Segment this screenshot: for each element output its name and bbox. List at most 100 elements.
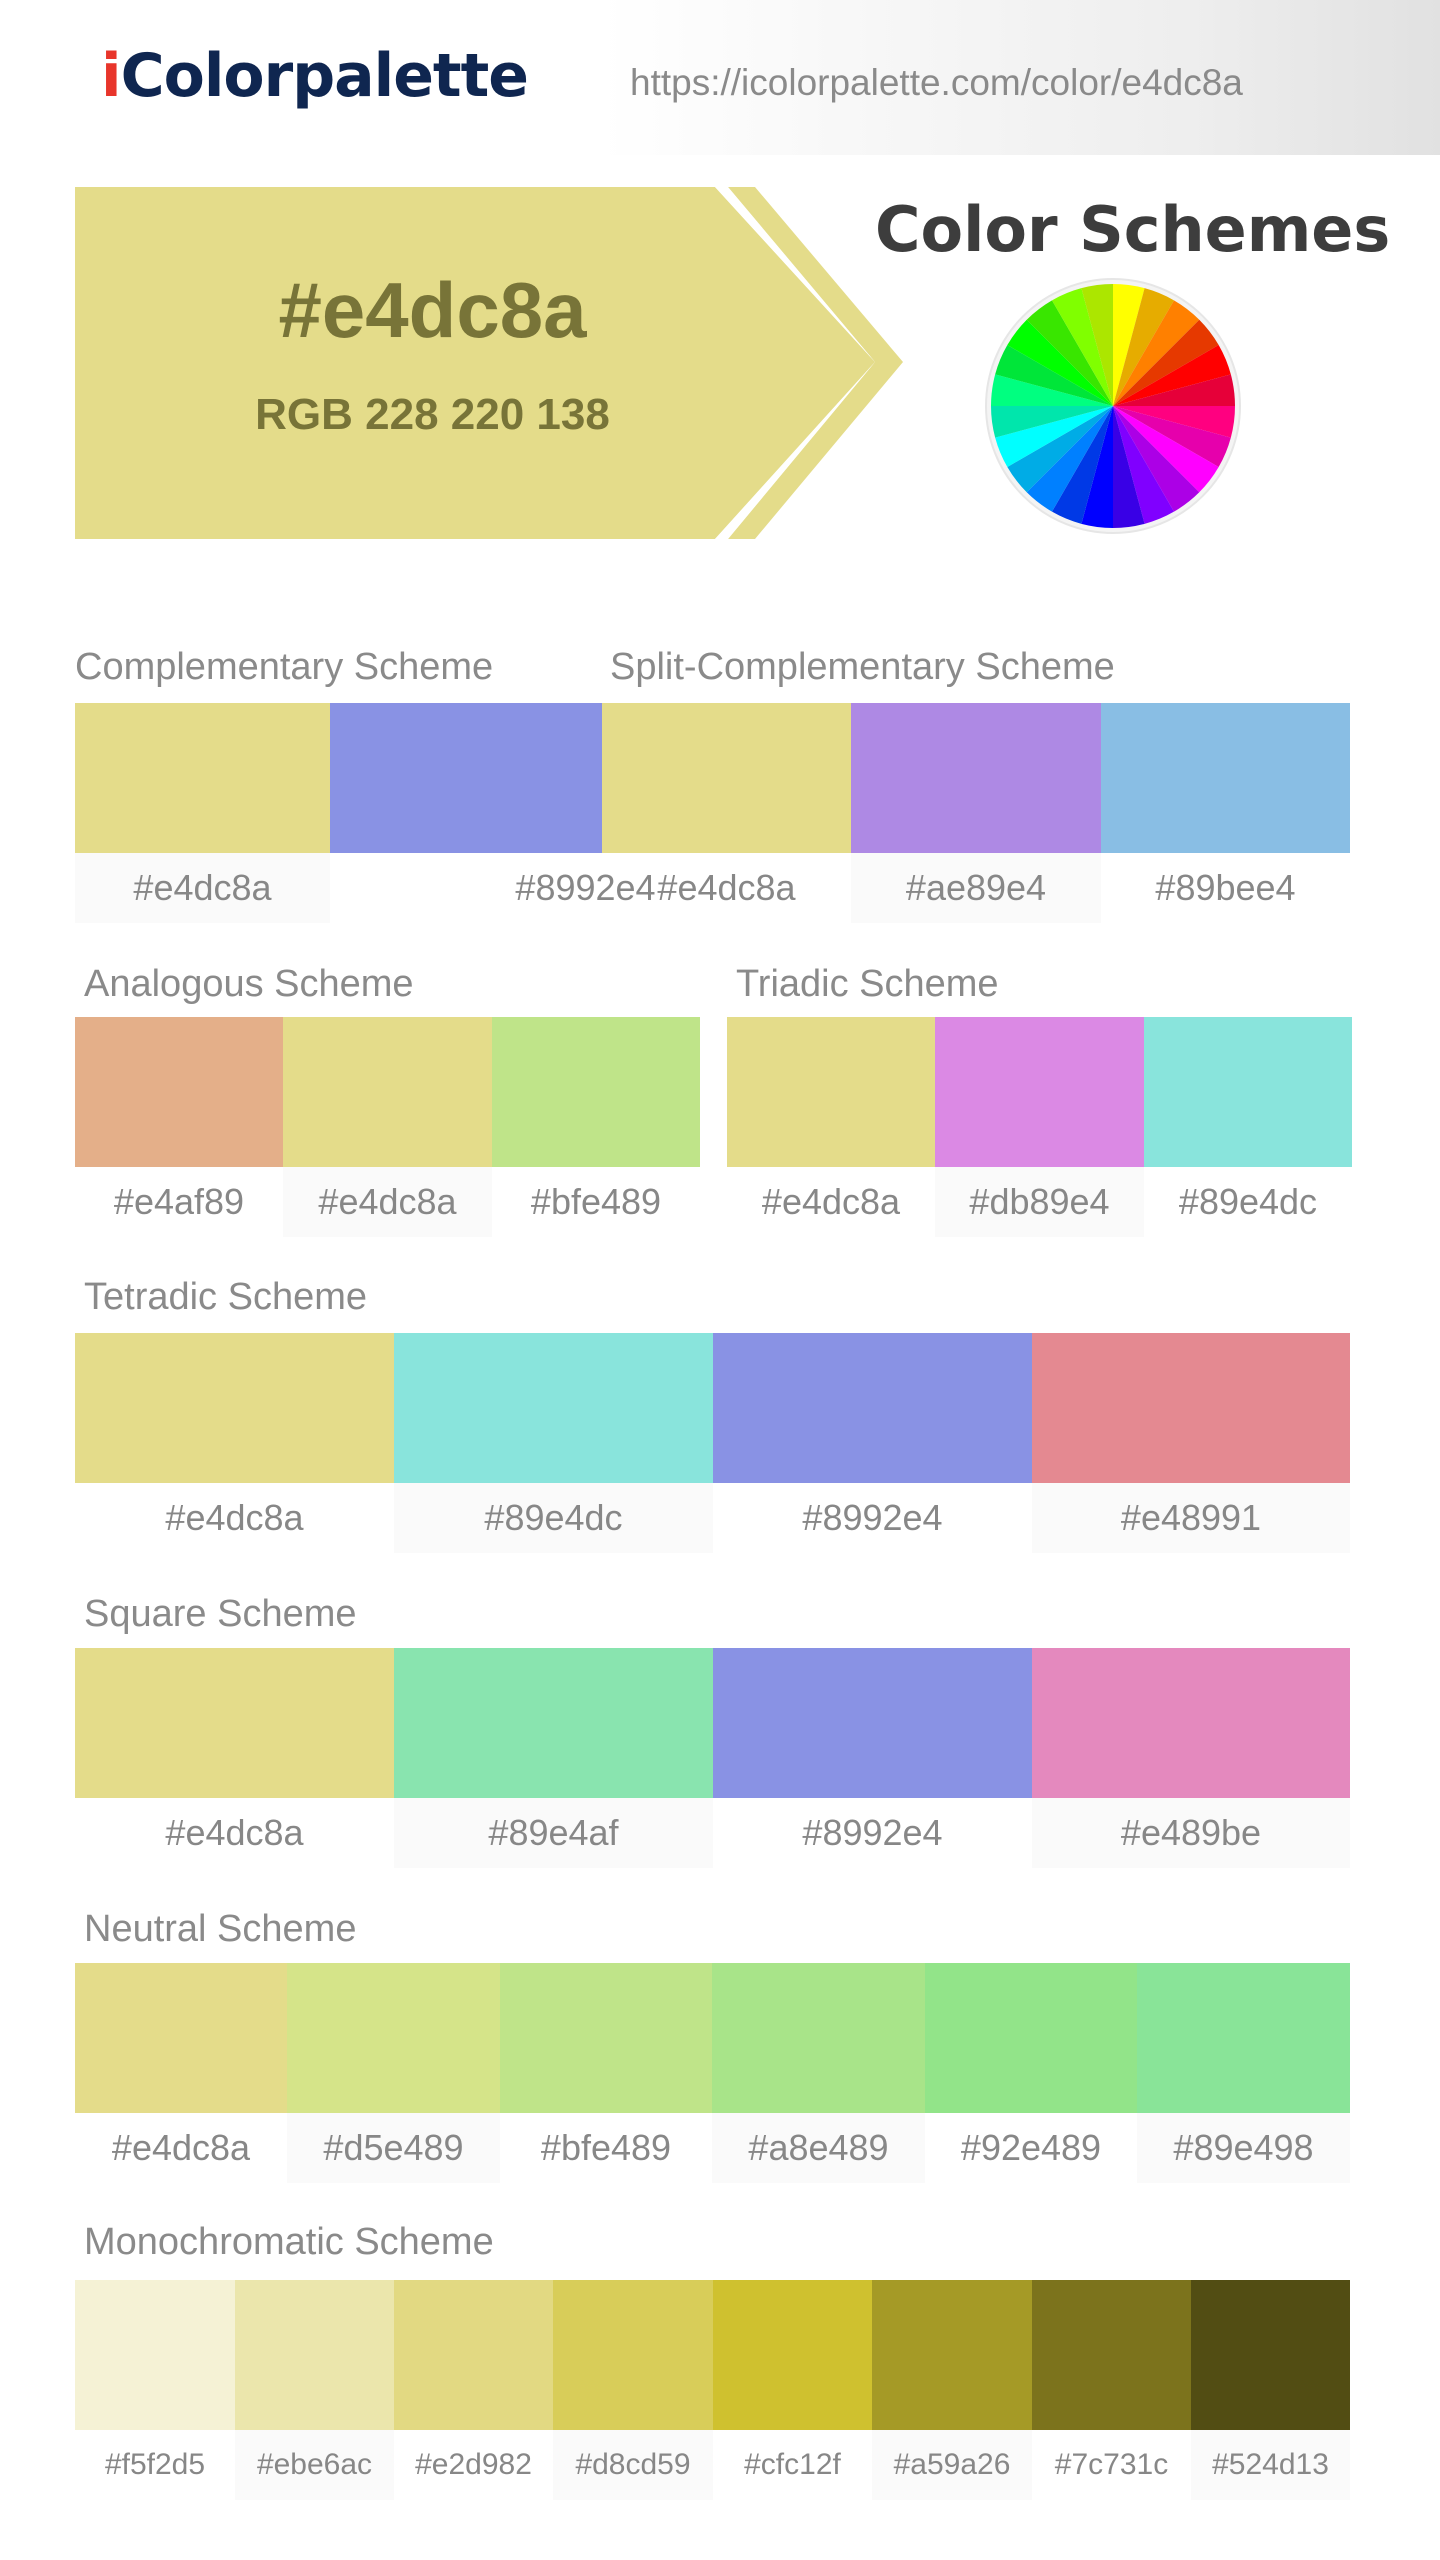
hero-color-banner: [75, 187, 903, 539]
swatch-hex-label: #e48991: [1032, 1483, 1350, 1553]
color-swatch[interactable]: #89bee4: [1101, 703, 1350, 923]
swatch-hex-label: #e2d982: [415, 2448, 532, 2481]
swatch-hex-label: #89bee4: [1155, 867, 1296, 908]
color-swatch[interactable]: #e48991: [1032, 1333, 1350, 1553]
swatch-hex-label: #e4dc8a: [165, 1497, 304, 1538]
swatch-color-block[interactable]: [713, 1333, 1032, 1483]
color-swatch[interactable]: #e489be: [1032, 1648, 1350, 1868]
swatch-hex-label: #8992e4: [802, 1812, 943, 1853]
swatch-hex-label: #89e4dc: [1178, 1181, 1318, 1222]
swatch-hex-label: #e4af89: [113, 1181, 245, 1222]
color-swatch[interactable]: #e2d982: [394, 2280, 553, 2500]
color-swatch[interactable]: #d5e489: [287, 1963, 500, 2183]
color-swatch[interactable]: #89e4dc: [1144, 1017, 1352, 1237]
swatch-color-block[interactable]: [935, 1017, 1144, 1167]
color-swatch[interactable]: #db89e4: [935, 1017, 1144, 1237]
swatch-hex-label: #e4dc8a: [657, 867, 796, 908]
swatch-color-block[interactable]: [1191, 2280, 1350, 2430]
color-swatch[interactable]: #e4dc8a: [75, 1963, 287, 2183]
color-swatch[interactable]: #89e498: [1137, 1963, 1350, 2183]
swatch-color-block[interactable]: [712, 1963, 925, 2113]
swatch-color-block[interactable]: [235, 2280, 394, 2430]
swatch-hex-label: #d8cd59: [553, 2430, 713, 2500]
color-swatch[interactable]: #8992e4: [713, 1333, 1032, 1553]
swatch-hex-label: #89e498: [1137, 2113, 1350, 2183]
swatch-hex-label: #bfe489: [540, 2127, 672, 2168]
swatch-color-block[interactable]: [851, 703, 1101, 853]
swatch-color-block[interactable]: [713, 2280, 872, 2430]
swatch-hex-label: #e4dc8a: [761, 1181, 901, 1222]
swatch-color-block[interactable]: [1144, 1017, 1352, 1167]
swatch-color-block[interactable]: [553, 2280, 713, 2430]
swatch-color-block[interactable]: [75, 1648, 394, 1798]
swatch-hex-label: #e4dc8a: [111, 2127, 251, 2168]
swatch-color-block[interactable]: [1032, 1648, 1350, 1798]
swatch-hex-label: #d5e489: [287, 2113, 500, 2183]
color-swatch[interactable]: #a59a26: [872, 2280, 1032, 2500]
color-swatch[interactable]: #e4af89: [75, 1017, 283, 1237]
swatch-color-block[interactable]: [925, 1963, 1137, 2113]
swatch-color-block[interactable]: [287, 1963, 500, 2113]
tetradic-scheme: #e4dc8a #89e4dc #8992e4 #e48991: [75, 1333, 1350, 1553]
swatch-hex-label: #ae89e4: [851, 853, 1101, 923]
site-logo[interactable]: iColorpalette: [101, 36, 529, 116]
swatch-color-block[interactable]: [75, 1333, 394, 1483]
monochromatic-title: Monochromatic Scheme: [84, 2221, 494, 2263]
swatch-color-block[interactable]: [394, 1333, 713, 1483]
swatch-hex-label: #89e4dc: [394, 1483, 713, 1553]
color-swatch[interactable]: #e4dc8a: [75, 703, 330, 923]
square-title: Square Scheme: [84, 1593, 357, 1635]
swatch-hex-label: #db89e4: [935, 1167, 1144, 1237]
color-swatch[interactable]: #92e489: [925, 1963, 1137, 2183]
swatch-color-block[interactable]: [500, 1963, 712, 2113]
swatch-hex-label: #e489be: [1032, 1798, 1350, 1868]
neutral-title: Neutral Scheme: [84, 1908, 357, 1950]
color-swatch[interactable]: #f5f2d5: [75, 2280, 235, 2500]
color-swatch[interactable]: #524d13: [1191, 2280, 1350, 2500]
color-wheel-icon: [985, 278, 1241, 534]
triadic-title: Triadic Scheme: [736, 963, 999, 1005]
color-swatch[interactable]: #d8cd59: [553, 2280, 713, 2500]
swatch-color-block[interactable]: [713, 1648, 1032, 1798]
color-swatch[interactable]: #e4dc8a: [727, 1017, 935, 1237]
swatch-color-block[interactable]: [1032, 2280, 1191, 2430]
swatch-color-block[interactable]: [727, 1017, 935, 1167]
swatch-hex-label: #ebe6ac: [235, 2430, 394, 2500]
swatch-color-block[interactable]: [1032, 1333, 1350, 1483]
split-complementary-scheme: #e4dc8a #ae89e4 #89bee4: [602, 703, 1350, 923]
swatch-hex-label: #7c731c: [1054, 2448, 1169, 2481]
swatch-color-block[interactable]: [75, 1963, 287, 2113]
color-swatch[interactable]: #ebe6ac: [235, 2280, 394, 2500]
color-swatch[interactable]: #e4dc8a: [75, 1648, 394, 1868]
color-swatch[interactable]: #cfc12f: [713, 2280, 872, 2500]
color-swatch[interactable]: #bfe489: [492, 1017, 700, 1237]
monochromatic-scheme: #f5f2d5 #ebe6ac #e2d982 #d8cd59 #cfc12f #a59a…: [75, 2280, 1350, 2500]
swatch-hex-label: #cfc12f: [744, 2448, 841, 2481]
swatch-color-block[interactable]: [1137, 1963, 1350, 2113]
square-scheme: #e4dc8a #89e4af #8992e4 #e489be: [75, 1648, 1350, 1868]
swatch-color-block[interactable]: [602, 703, 851, 853]
color-swatch[interactable]: #e4dc8a: [283, 1017, 492, 1237]
swatch-hex-label: #e4dc8a: [283, 1167, 492, 1237]
color-swatch[interactable]: #89e4dc: [394, 1333, 713, 1553]
swatch-color-block[interactable]: [492, 1017, 700, 1167]
swatch-hex-label: #a8e489: [712, 2113, 925, 2183]
swatch-color-block[interactable]: [1101, 703, 1350, 853]
swatch-color-block[interactable]: [75, 2280, 235, 2430]
color-swatch[interactable]: #ae89e4: [851, 703, 1101, 923]
color-swatch[interactable]: #8992e4: [713, 1648, 1032, 1868]
page-url: https://icolorpalette.com/color/e4dc8a: [630, 62, 1243, 103]
color-swatch[interactable]: #7c731c: [1032, 2280, 1191, 2500]
color-swatch[interactable]: #89e4af: [394, 1648, 713, 1868]
color-swatch[interactable]: #bfe489: [500, 1963, 712, 2183]
swatch-color-block[interactable]: [394, 1648, 713, 1798]
swatch-color-block[interactable]: [872, 2280, 1032, 2430]
color-swatch[interactable]: #a8e489: [712, 1963, 925, 2183]
swatch-color-block[interactable]: [75, 1017, 283, 1167]
color-swatch[interactable]: #e4dc8a: [602, 703, 851, 923]
swatch-color-block[interactable]: [283, 1017, 492, 1167]
swatch-hex-label: #8992e4: [802, 1497, 943, 1538]
swatch-color-block[interactable]: [75, 703, 330, 853]
color-swatch[interactable]: #e4dc8a: [75, 1333, 394, 1553]
swatch-color-block[interactable]: [394, 2280, 553, 2430]
